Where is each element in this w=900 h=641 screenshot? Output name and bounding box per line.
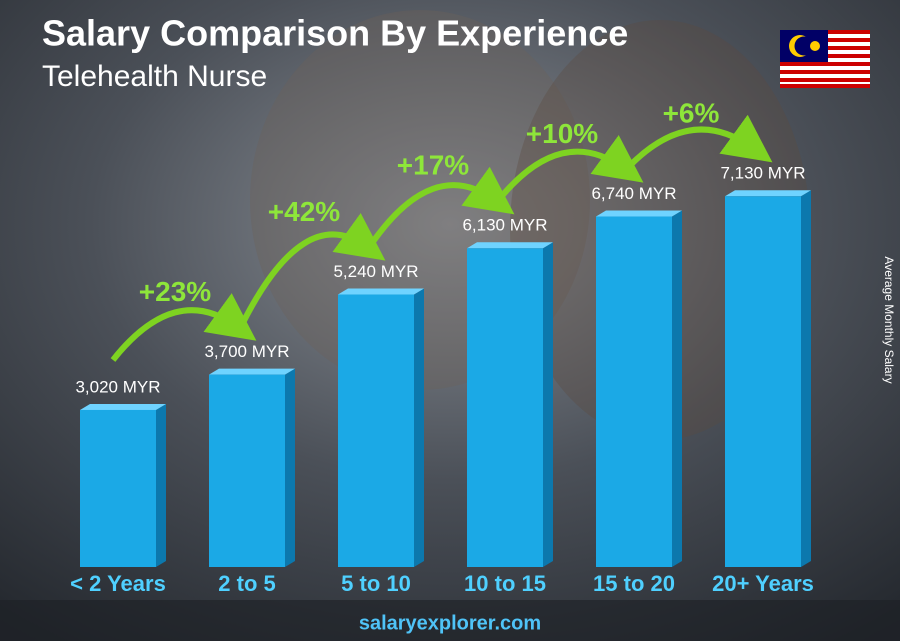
change-label: +6% [663,98,720,129]
change-arrow [239,213,386,326]
bar [596,216,672,567]
y-axis-label: Average Monthly Salary [882,256,896,383]
change-label: +42% [268,196,340,227]
x-tick-label: 5 to 10 [341,571,411,596]
flag [780,30,870,88]
bar-side [801,190,811,568]
bar-top [467,242,553,249]
footer-band [0,600,900,641]
value-label: 3,020 MYR [75,377,160,396]
bar [209,374,285,567]
bar-top [725,190,811,197]
change-arrow [368,166,515,247]
chart-subtitle: Telehealth Nurse [42,60,267,93]
bar-side [672,210,682,567]
x-tick-label: 20+ Years [712,571,814,596]
bar-top [338,288,424,295]
change-label: +10% [526,118,598,149]
x-tick-label: < 2 Years [70,571,166,596]
value-label: 7,130 MYR [720,164,805,183]
x-tick-label: 2 to 5 [218,571,275,596]
change-arrow [497,135,644,201]
value-label: 5,240 MYR [333,262,418,281]
value-label: 6,130 MYR [462,216,547,235]
bar-top [596,210,682,217]
chart-title: Salary Comparison By Experience [42,13,628,54]
bar-top [209,368,295,375]
change-label: +17% [397,150,469,181]
bar [725,196,801,568]
change-arrow [110,293,257,362]
source: salaryexplorer.com [359,612,541,634]
value-label: 6,740 MYR [591,184,676,203]
bar-top [80,403,166,410]
x-tick-label: 10 to 15 [464,571,546,596]
value-label: 3,700 MYR [204,342,289,361]
bar-side [543,242,553,568]
change-arrow [626,114,773,169]
bar [338,294,414,567]
change-label: +23% [139,276,211,307]
bar [80,409,156,567]
x-tick-label: 15 to 20 [593,571,675,596]
bar [467,248,543,568]
bar-side [156,403,166,567]
bar-side [414,288,424,567]
bar-side [285,368,295,567]
